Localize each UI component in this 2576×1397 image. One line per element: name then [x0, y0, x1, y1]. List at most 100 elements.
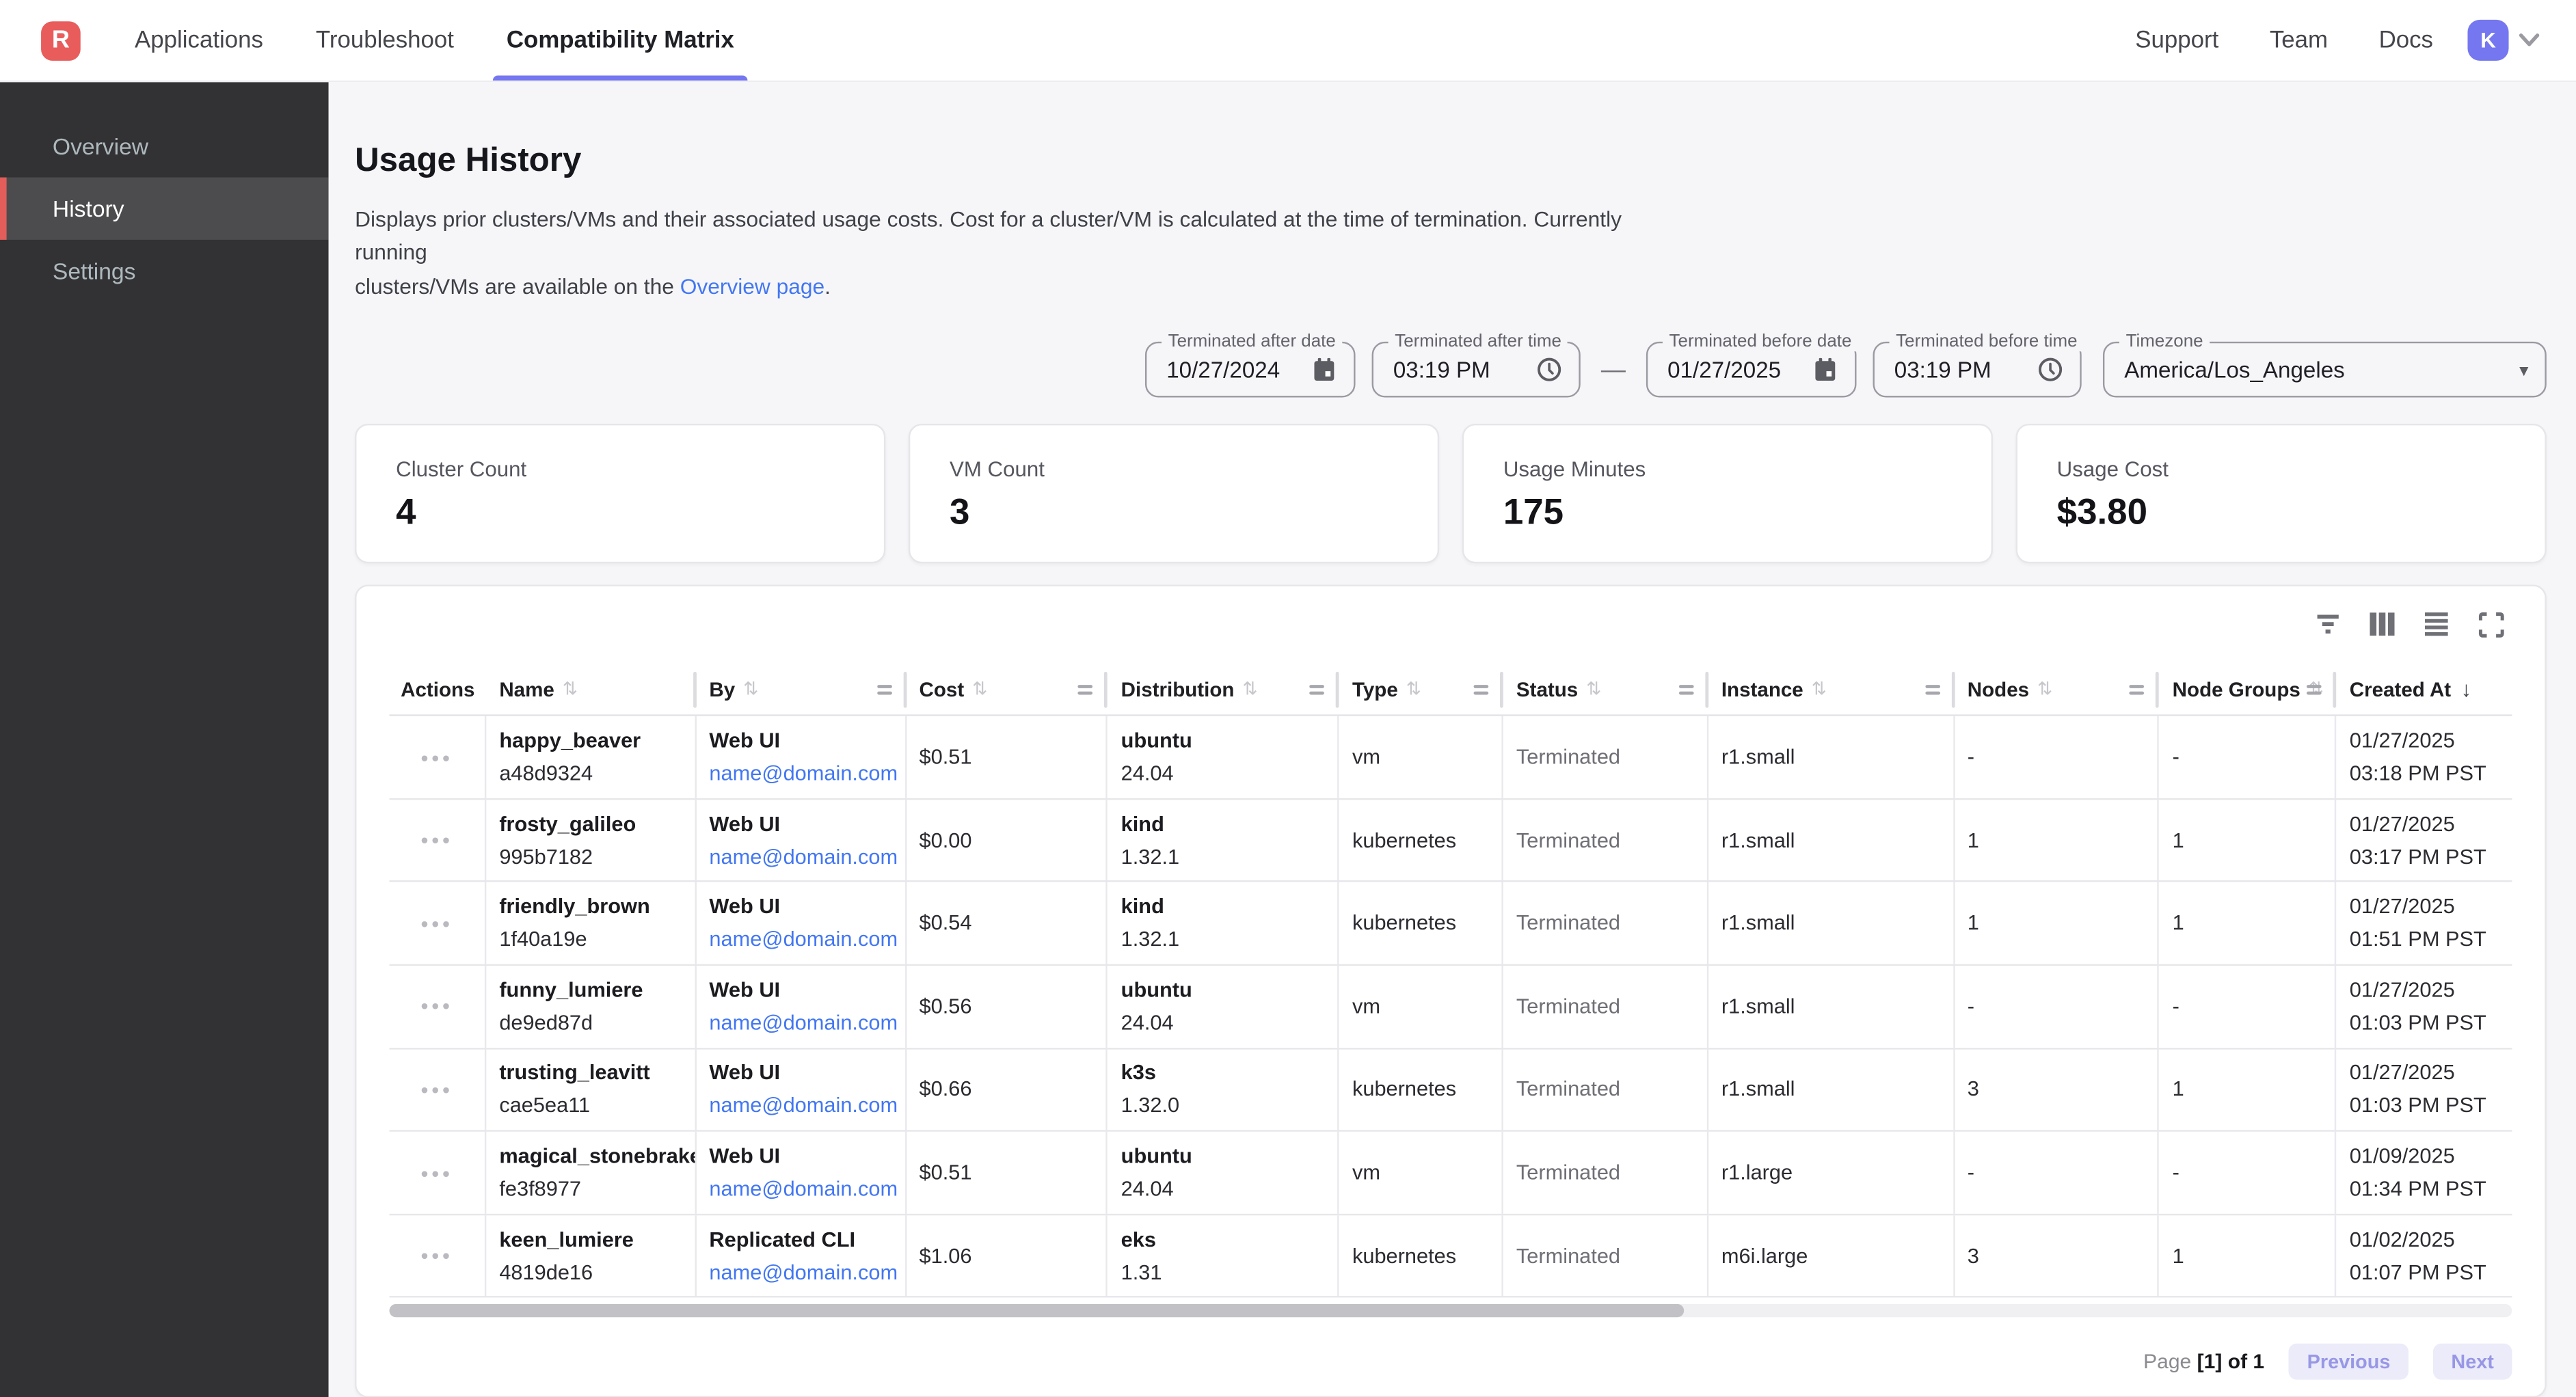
- column-menu-icon[interactable]: [1924, 684, 1940, 694]
- calendar-icon[interactable]: [1812, 357, 1838, 383]
- distribution-version: 1.31: [1121, 1256, 1338, 1288]
- row-actions-ellipsis-icon[interactable]: •••: [420, 1243, 453, 1268]
- tab-troubleshoot[interactable]: Troubleshoot: [316, 0, 454, 81]
- timezone-select[interactable]: Timezone America/Los_Angeles ▾: [2103, 342, 2547, 398]
- column-header-name[interactable]: Name ⇅: [486, 664, 696, 714]
- sort-icon[interactable]: ⇅: [972, 679, 987, 700]
- cost-cell: $0.56: [906, 966, 1108, 1047]
- sidebar-item-overview[interactable]: Overview: [0, 115, 329, 177]
- cost-value: $1.06: [920, 1239, 1107, 1272]
- sidebar-item-history[interactable]: History: [0, 178, 329, 240]
- tab-compatibility-matrix[interactable]: Compatibility Matrix: [507, 0, 734, 81]
- user-avatar[interactable]: K: [2467, 20, 2508, 61]
- email-link[interactable]: name@domain.com: [709, 1173, 904, 1206]
- column-header-instance[interactable]: Instance ⇅: [1708, 664, 1955, 714]
- node-groups-value: 1: [2173, 907, 2335, 940]
- email-link[interactable]: name@domain.com: [709, 1256, 904, 1288]
- column-header-status[interactable]: Status ⇅: [1503, 664, 1708, 714]
- distribution-name: kind: [1121, 891, 1338, 923]
- overview-page-link[interactable]: Overview page: [680, 274, 824, 299]
- sort-icon[interactable]: ⇅: [743, 679, 758, 700]
- created-at-cell: 01/02/2025 01:07 PM PST: [2337, 1215, 2512, 1297]
- row-actions-ellipsis-icon[interactable]: •••: [420, 994, 453, 1019]
- distribution-cell: ubuntu 24.04: [1108, 966, 1339, 1047]
- sort-icon[interactable]: ⇅: [1406, 679, 1421, 700]
- column-menu-icon[interactable]: [1473, 684, 1488, 694]
- terminated-before-date-input[interactable]: Terminated before date 01/27/2025: [1646, 342, 1857, 398]
- column-header-distribution[interactable]: Distribution ⇅: [1108, 664, 1339, 714]
- page-description: Displays prior clusters/VMs and their as…: [355, 203, 1669, 304]
- column-header-type[interactable]: Type ⇅: [1339, 664, 1503, 714]
- nodes-value: -: [1968, 990, 2158, 1023]
- stat-label: Cluster Count: [396, 457, 844, 482]
- link-support[interactable]: Support: [2135, 27, 2218, 53]
- row-actions-ellipsis-icon[interactable]: •••: [420, 745, 453, 770]
- cost-cell: $0.66: [906, 1049, 1108, 1130]
- tab-applications[interactable]: Applications: [135, 0, 263, 81]
- type-value: kubernetes: [1352, 907, 1501, 940]
- sort-icon[interactable]: ⇅: [1242, 679, 1257, 700]
- stat-label: Usage Cost: [2057, 457, 2506, 482]
- clock-icon[interactable]: [2037, 357, 2063, 383]
- chevron-down-icon[interactable]: [2519, 33, 2540, 48]
- column-menu-icon[interactable]: [876, 684, 891, 694]
- created-at-cell: 01/27/2025 03:17 PM PST: [2337, 800, 2512, 881]
- created-by-source: Web UI: [709, 1057, 904, 1089]
- sort-icon[interactable]: ⇅: [1812, 679, 1827, 700]
- email-link[interactable]: name@domain.com: [709, 840, 904, 873]
- description-line2: clusters/VMs are available on the: [355, 274, 680, 299]
- column-menu-icon[interactable]: [2130, 684, 2145, 694]
- cost-value: $0.00: [920, 824, 1107, 856]
- distribution-name: ubuntu: [1121, 1140, 1338, 1173]
- density-icon[interactable]: [2421, 610, 2451, 639]
- horizontal-scrollbar-thumb[interactable]: [390, 1305, 1685, 1318]
- sorted-descending-icon[interactable]: ↓: [2461, 677, 2472, 702]
- calendar-icon[interactable]: [1311, 357, 1337, 383]
- column-label: Status: [1516, 678, 1578, 701]
- previous-page-button[interactable]: Previous: [2289, 1344, 2409, 1381]
- column-header-nodes[interactable]: Nodes ⇅: [1955, 664, 2160, 714]
- terminated-after-date-input[interactable]: Terminated after date 10/27/2024: [1145, 342, 1356, 398]
- column-menu-icon[interactable]: [1678, 684, 1693, 694]
- email-link[interactable]: name@domain.com: [709, 757, 904, 790]
- status-cell: Terminated: [1503, 966, 1708, 1047]
- column-header-by[interactable]: By ⇅: [696, 664, 906, 714]
- instance-value: r1.large: [1721, 1156, 1953, 1189]
- row-actions-ellipsis-icon[interactable]: •••: [420, 828, 453, 852]
- row-actions-ellipsis-icon[interactable]: •••: [420, 1077, 453, 1102]
- column-header-node-groups[interactable]: Node Groups ⇅: [2159, 664, 2336, 714]
- row-actions-ellipsis-icon[interactable]: •••: [420, 1161, 453, 1185]
- email-link[interactable]: name@domain.com: [709, 1007, 904, 1040]
- sort-icon[interactable]: ⇅: [1586, 679, 1601, 700]
- filter-icon[interactable]: [2313, 610, 2343, 639]
- column-menu-icon[interactable]: [1078, 684, 1093, 694]
- instance-cell: r1.small: [1708, 800, 1955, 881]
- name-cell: happy_beaver a48d9324: [486, 716, 696, 798]
- status-badge: Terminated: [1516, 1239, 1706, 1272]
- link-docs[interactable]: Docs: [2379, 27, 2433, 53]
- sidebar-item-settings[interactable]: Settings: [0, 240, 329, 302]
- created-date: 01/02/2025: [2350, 1223, 2512, 1256]
- columns-icon[interactable]: [2367, 610, 2397, 639]
- sort-icon[interactable]: ⇅: [2037, 679, 2052, 700]
- link-team[interactable]: Team: [2270, 27, 2328, 53]
- instance-value: r1.small: [1721, 907, 1953, 940]
- terminated-before-time-input[interactable]: Terminated before time 03:19 PM: [1873, 342, 2082, 398]
- column-menu-icon[interactable]: [2307, 684, 2322, 694]
- fullscreen-icon[interactable]: [2476, 610, 2505, 639]
- column-header-created-at[interactable]: Created At ↓: [2337, 664, 2512, 714]
- terminated-after-time-input[interactable]: Terminated after time 03:19 PM: [1372, 342, 1581, 398]
- name-cell: trusting_leavitt cae5ea11: [486, 1049, 696, 1130]
- email-link[interactable]: name@domain.com: [709, 923, 904, 956]
- clock-icon[interactable]: [1536, 357, 1562, 383]
- column-menu-icon[interactable]: [1309, 684, 1324, 694]
- created-at-cell: 01/27/2025 01:03 PM PST: [2337, 966, 2512, 1047]
- dropdown-arrow-icon[interactable]: ▾: [2519, 360, 2528, 381]
- column-header-cost[interactable]: Cost ⇅: [906, 664, 1108, 714]
- row-actions-ellipsis-icon[interactable]: •••: [420, 911, 453, 936]
- next-page-button[interactable]: Next: [2433, 1344, 2512, 1381]
- name-cell: magical_stonebraker fe3f8977: [486, 1132, 696, 1213]
- replicated-logo[interactable]: R: [41, 21, 81, 60]
- sort-icon[interactable]: ⇅: [563, 679, 578, 700]
- email-link[interactable]: name@domain.com: [709, 1089, 904, 1122]
